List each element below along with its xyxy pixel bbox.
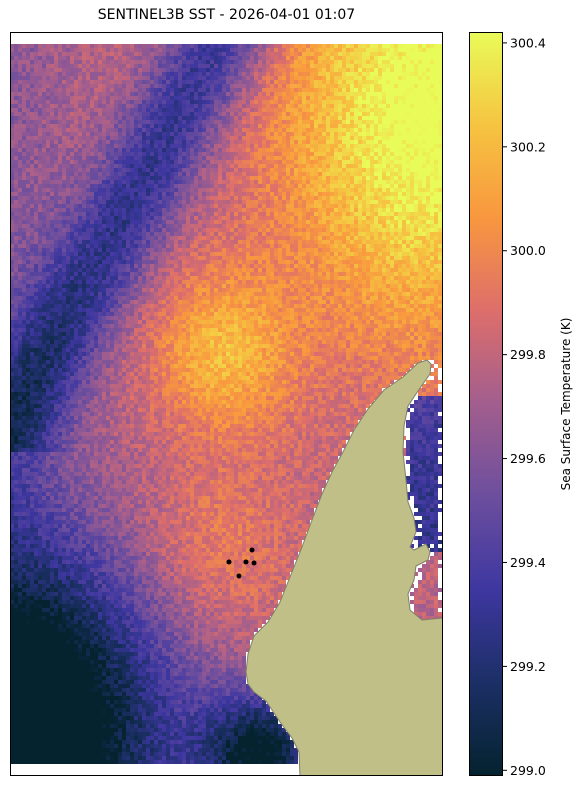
map-title: SENTINEL3B SST - 2026-04-01 01:07	[97, 7, 356, 23]
observation-marker	[251, 560, 257, 566]
observation-marker	[243, 559, 249, 565]
colorbar-tick-label: 299.2	[510, 659, 546, 674]
observation-marker	[249, 547, 255, 553]
land-mass	[245, 359, 443, 776]
map-frame	[10, 32, 443, 776]
sst-pixel-grid	[10, 44, 443, 764]
colorbar-tick-label: 299.0	[510, 763, 546, 777]
observation-marker	[226, 559, 232, 565]
colorbar-label: Sea Surface Temperature (K)	[559, 318, 573, 491]
colorbar-tick-label: 300.4	[510, 35, 546, 50]
colorbar-tick-label: 299.8	[510, 347, 546, 362]
colorbar-tick-label: 299.4	[510, 555, 546, 570]
colorbar-gradient	[469, 32, 503, 776]
observation-marker	[236, 573, 242, 579]
colorbar-tick-label: 300.2	[510, 139, 546, 154]
colorbar-tick-label: 300.0	[510, 243, 546, 258]
colorbar-ticks: 299.0 299.2 299.4 299.6 299.8 300.0 300.2 300.4	[503, 35, 546, 777]
sst-map	[10, 32, 443, 776]
colorbar-tick-label: 299.6	[510, 451, 546, 466]
colorbar: 299.0 299.2 299.4 299.6 299.8 300.0 300.2 300.4…	[469, 32, 573, 777]
observation-markers	[226, 547, 257, 579]
